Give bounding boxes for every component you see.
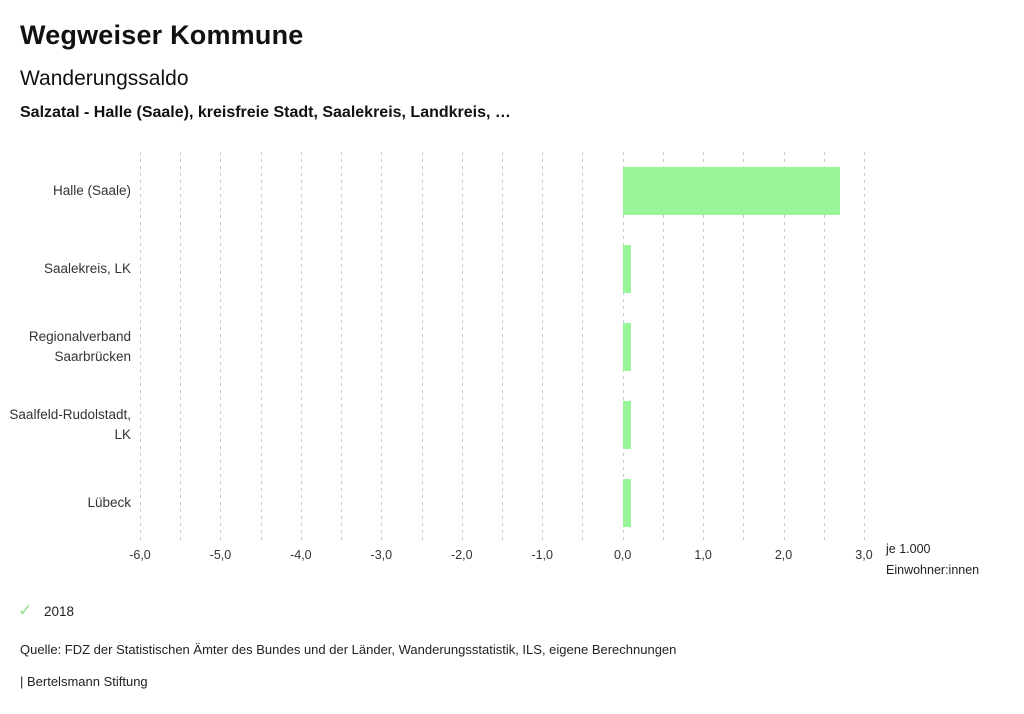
axis-unit-line2: Einwohner:innen xyxy=(886,563,980,577)
gridline xyxy=(662,152,664,542)
gridline xyxy=(582,152,584,542)
gridline xyxy=(341,152,343,542)
gridline xyxy=(421,152,423,542)
bar-1[interactable] xyxy=(622,167,840,215)
source-note: Quelle: FDZ der Statistischen Ämter des … xyxy=(20,642,677,657)
x-tick-label: 3,0 xyxy=(855,548,873,562)
x-tick-label: 2,0 xyxy=(774,548,793,562)
x-tick-label: 1,0 xyxy=(694,548,712,562)
category-label: Regionalverband Saarbrücken xyxy=(28,329,131,364)
bars-layer xyxy=(140,152,864,542)
bar-4[interactable] xyxy=(622,401,631,449)
gridline xyxy=(542,152,544,542)
bar-3[interactable] xyxy=(622,323,631,371)
gridline xyxy=(783,152,785,542)
gridline xyxy=(823,152,825,542)
check-icon: ✓ xyxy=(18,601,33,620)
plot-area xyxy=(140,152,865,542)
category-axis-labels: Halle (Saale) Saalekreis, LK Regionalverba… xyxy=(0,152,131,542)
axis-unit-label: je 1.000 Einwohner:innen xyxy=(886,539,1021,581)
gridline xyxy=(703,152,705,542)
x-tick-label: -4,0 xyxy=(290,548,312,562)
gridline xyxy=(864,152,865,542)
gridline xyxy=(220,152,222,542)
x-tick-label: -2,0 xyxy=(450,548,473,562)
category-label: Halle (Saale) xyxy=(52,183,131,198)
gridline xyxy=(743,152,745,542)
x-tick-label: -5,0 xyxy=(209,548,232,562)
gridline xyxy=(140,152,141,542)
axis-unit-line1: je 1.000 xyxy=(886,542,931,556)
gridline xyxy=(300,152,302,542)
category-label: Lübeck xyxy=(87,495,131,510)
x-axis-tick-labels: -6,0 -5,0 -4,0 -3,0 -2,0 -1,0 0,0 1,0 2,0 3,0 xyxy=(129,548,872,566)
x-tick-label: -6,0 xyxy=(129,548,151,562)
x-tick-label: -1,0 xyxy=(531,548,553,562)
gridline xyxy=(502,152,503,542)
gridline xyxy=(461,152,463,542)
category-label: Saalfeld-Rudolstadt, LK xyxy=(9,407,131,442)
attribution-note: | Bertelsmann Stiftung xyxy=(20,674,148,689)
gridline xyxy=(260,152,262,542)
region-selection-subtitle: Salzatal - Halle (Saale), kreisfreie Sta… xyxy=(20,104,511,121)
category-label: Saalekreis, LK xyxy=(43,261,131,276)
bar-5[interactable] xyxy=(622,479,631,527)
chart-title: Wanderungssaldo xyxy=(20,67,189,90)
x-tick-label: 0,0 xyxy=(613,548,632,562)
gridline xyxy=(381,152,383,542)
gridline xyxy=(180,152,182,542)
legend-item-2018[interactable]: ✓ 2018 xyxy=(18,601,74,621)
page-title: Wegweiser Kommune xyxy=(20,20,304,50)
bar-2[interactable] xyxy=(622,245,631,293)
x-tick-label: -3,0 xyxy=(370,548,393,562)
legend-year-label: 2018 xyxy=(44,603,75,619)
